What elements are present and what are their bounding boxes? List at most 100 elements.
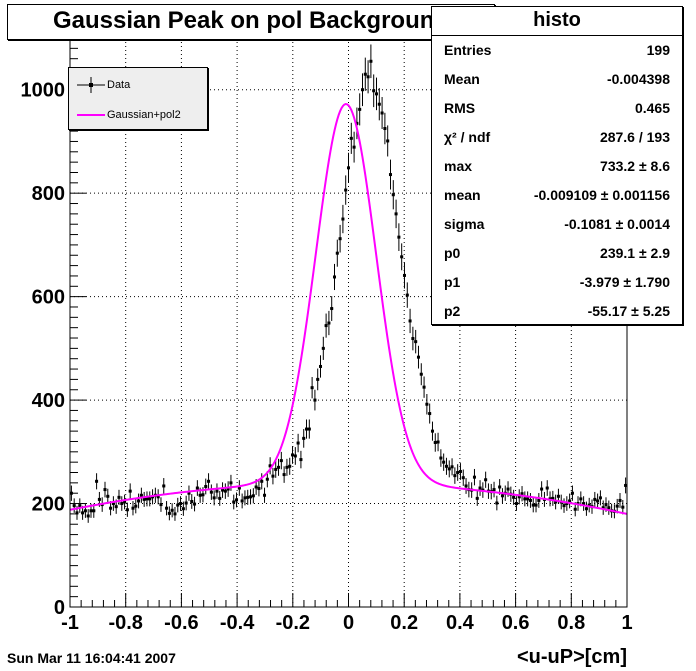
data-point: [540, 481, 544, 497]
data-point: [344, 175, 348, 205]
data-point: [383, 112, 387, 145]
data-point: [517, 489, 521, 505]
data-point: [618, 493, 622, 508]
data-point: [179, 496, 183, 511]
x-tick-label: 0.2: [390, 612, 418, 634]
data-point: [212, 490, 216, 506]
data-point: [204, 478, 208, 495]
stat-value: 287.6 / 193: [599, 129, 670, 145]
stat-value: -0.009109 ± 0.001156: [533, 187, 670, 203]
y-tick-labels: 0 200 400 600 800 1000: [21, 80, 66, 619]
data-point: [193, 496, 197, 512]
y-tick-label: 600: [32, 287, 65, 309]
data-point: [453, 467, 457, 484]
x-tick-label: 0.8: [557, 612, 585, 634]
x-tick-label: 1: [621, 612, 632, 634]
data-point: [601, 500, 605, 515]
data-point: [327, 310, 331, 336]
stat-key: χ² / ndf: [444, 129, 491, 145]
data-point: [170, 503, 174, 518]
data-point: [251, 488, 255, 504]
x-tick-label: -0.8: [108, 612, 142, 634]
data-point: [187, 485, 191, 501]
data-point: [137, 493, 141, 509]
data-point: [249, 489, 253, 505]
data-point: [514, 496, 518, 511]
data-point: [333, 263, 337, 291]
x-tick-labels: -1 -0.8 -0.6 -0.4 -0.2 0 0.2 0.4 0.6 0.8 1: [61, 612, 632, 634]
data-point: [232, 494, 236, 510]
stats-box: histo Entries 199 Mean -0.004398 RMS 0.465 …: [431, 6, 683, 325]
data-point: [478, 480, 482, 496]
data-point: [537, 493, 541, 508]
data-point: [464, 478, 468, 494]
data-point: [400, 243, 404, 271]
stat-row-p1: p1 -3.979 ± 1.790: [432, 269, 682, 298]
data-point: [181, 501, 185, 516]
data-point: [321, 336, 325, 360]
data-point: [422, 376, 426, 398]
data-point: [436, 432, 440, 452]
stat-row-fit-mean: mean -0.009109 ± 0.001156: [432, 182, 682, 211]
data-point: [184, 495, 188, 511]
data-point: [229, 474, 233, 491]
stat-key: p1: [444, 274, 461, 290]
data-point: [554, 494, 558, 510]
stat-value: 733.2 ± 8.6: [600, 158, 670, 174]
data-point: [363, 57, 367, 91]
data-point: [246, 489, 250, 505]
data-point: [123, 494, 127, 510]
data-point: [78, 498, 82, 513]
data-point: [310, 377, 314, 399]
stats-title: histo: [432, 7, 682, 36]
data-point: [458, 463, 462, 480]
data-point: [512, 489, 516, 505]
stat-row-p2: p2 -55.17 ± 5.25: [432, 298, 682, 327]
fit-curve: [69, 103, 628, 515]
data-point: [305, 419, 309, 439]
data-point: [456, 464, 460, 481]
data-point: [523, 491, 527, 507]
data-point: [128, 483, 132, 499]
data-point: [218, 490, 222, 506]
y-tick-label: 200: [32, 494, 65, 516]
data-point: [207, 473, 211, 490]
data-point: [380, 97, 384, 129]
stat-value: 239.1 ± 2.9: [600, 245, 670, 261]
data-point: [103, 481, 107, 498]
data-point: [167, 506, 171, 521]
data-point: [209, 484, 213, 500]
data-point: [159, 497, 163, 512]
data-point: [397, 223, 401, 251]
data-point: [221, 482, 225, 498]
stat-value: -0.004398: [606, 71, 670, 87]
data-point: [582, 496, 586, 511]
data-point: [551, 490, 555, 506]
data-point: [358, 93, 362, 126]
stat-row-chi2: χ² / ndf 287.6 / 193: [432, 124, 682, 153]
stat-key: p0: [444, 245, 461, 261]
data-point: [492, 481, 496, 498]
data-point: [531, 497, 535, 513]
chart-title: Gaussian Peak on pol Background: [52, 7, 450, 34]
data-point: [408, 308, 412, 334]
data-point: [223, 483, 227, 499]
data-point: [461, 469, 465, 486]
data-point: [243, 490, 247, 506]
legend-label-fit: Gaussian+pol2: [107, 109, 181, 121]
data-point: [428, 403, 432, 424]
data-point: [226, 481, 230, 497]
data-point: [120, 496, 124, 511]
data-point: [277, 458, 281, 476]
data-point: [377, 88, 381, 121]
data-point: [190, 494, 194, 509]
data-point: [405, 282, 409, 308]
stat-key: sigma: [444, 216, 485, 232]
data-point: [296, 433, 300, 453]
data-point: [447, 460, 451, 478]
data-point: [165, 501, 169, 516]
data-point: [131, 501, 135, 516]
data-point: [271, 467, 275, 485]
data-point: [500, 488, 504, 504]
data-point: [545, 480, 549, 496]
